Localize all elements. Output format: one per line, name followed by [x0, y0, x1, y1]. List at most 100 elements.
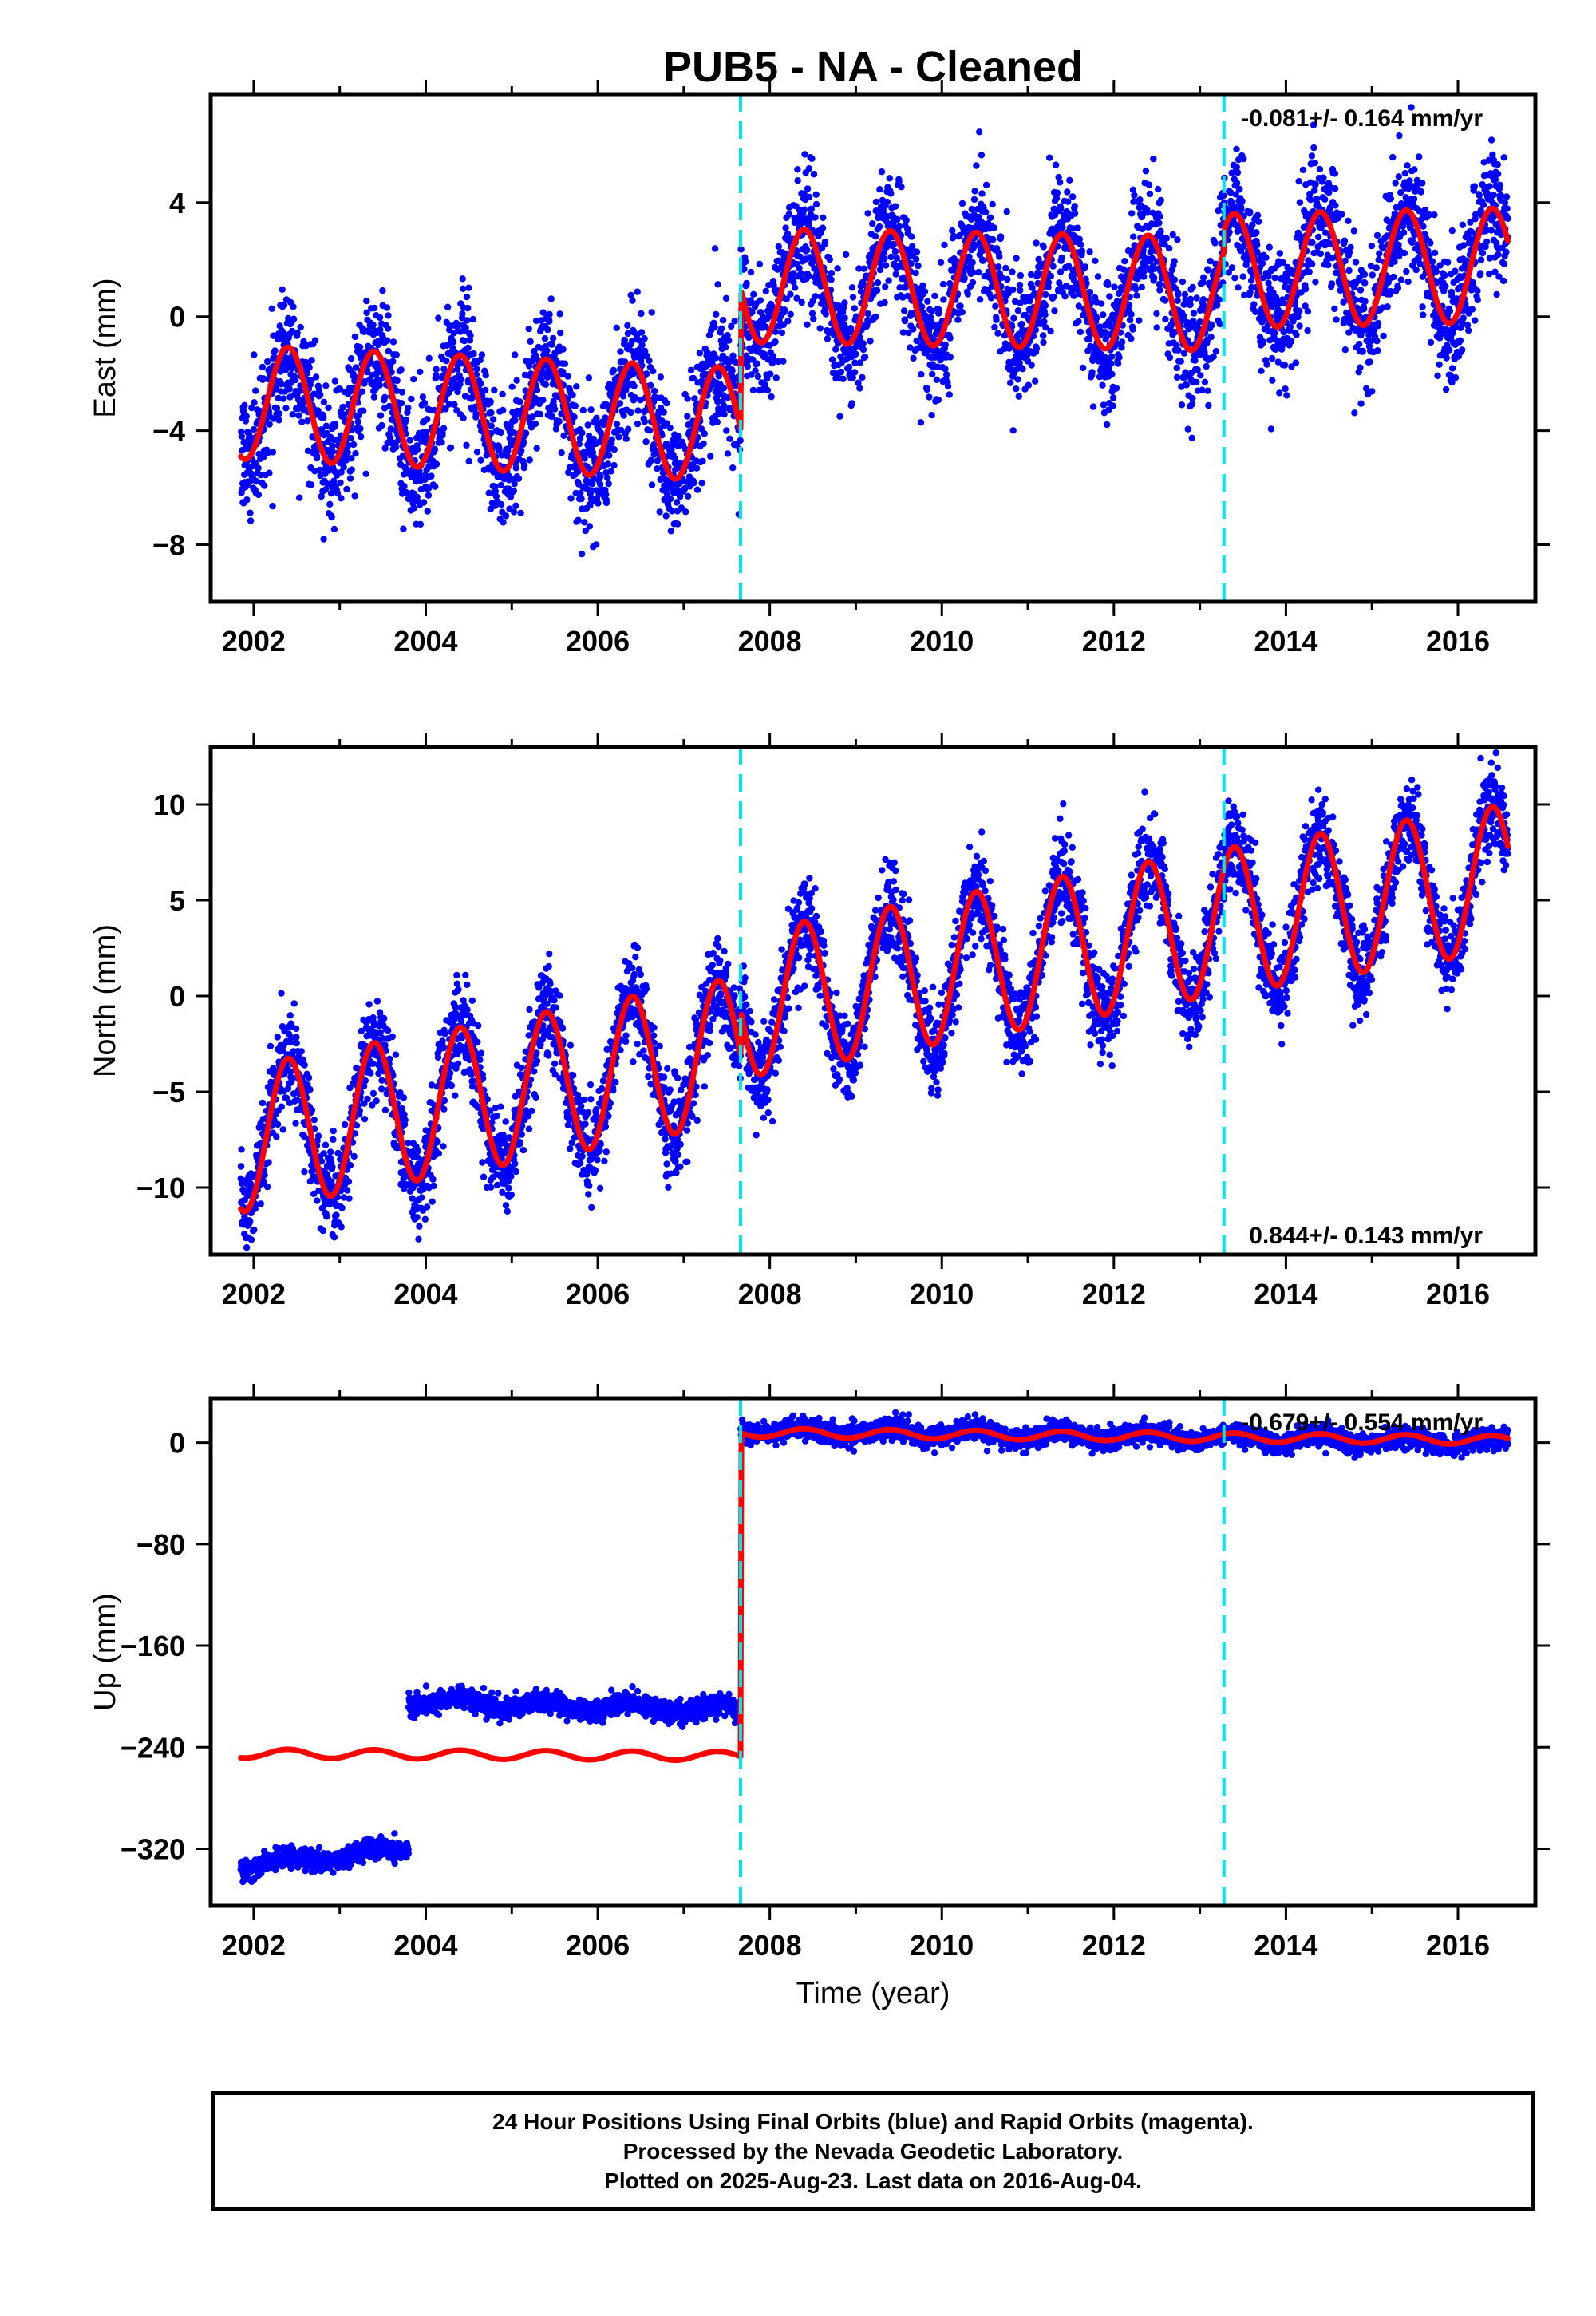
- data-point: [775, 358, 782, 366]
- data-point: [1286, 323, 1294, 330]
- data-point: [859, 373, 866, 381]
- data-point: [384, 337, 391, 344]
- data-point: [944, 382, 952, 390]
- data-point: [990, 224, 998, 231]
- data-point: [657, 373, 665, 381]
- data-point: [931, 292, 938, 300]
- data-point: [1189, 283, 1196, 291]
- data-point: [1040, 338, 1047, 346]
- data-point: [1156, 280, 1163, 288]
- data-point: [477, 380, 484, 388]
- data-point: [1064, 188, 1071, 196]
- data-point: [352, 450, 359, 457]
- data-point: [691, 395, 698, 402]
- data-point: [1204, 387, 1211, 394]
- data-point: [334, 489, 342, 497]
- data-point: [511, 480, 518, 488]
- data-point: [982, 181, 990, 188]
- data-point: [820, 214, 827, 221]
- data-point: [1203, 362, 1210, 370]
- data-point: [241, 401, 248, 409]
- data-point: [577, 489, 584, 496]
- data-point: [308, 377, 315, 384]
- data-point: [764, 386, 772, 394]
- data-point: [1077, 328, 1084, 336]
- data-point: [1452, 267, 1459, 275]
- data-point: [1211, 239, 1219, 247]
- data-point: [1295, 177, 1302, 185]
- data-point: [1215, 296, 1223, 303]
- data-point: [913, 248, 921, 255]
- data-point: [1017, 271, 1025, 279]
- data-point: [1419, 303, 1426, 310]
- data-point: [1504, 215, 1511, 222]
- data-point: [389, 338, 397, 346]
- data-point: [408, 395, 415, 403]
- data-point: [279, 286, 286, 293]
- data-point: [440, 425, 448, 432]
- data-point: [431, 445, 439, 453]
- data-point: [668, 508, 676, 515]
- data-point: [1468, 306, 1476, 313]
- data-point: [1173, 364, 1181, 372]
- data-point: [464, 317, 471, 324]
- data-point: [551, 405, 559, 413]
- data-point: [647, 381, 654, 389]
- data-point: [784, 230, 792, 238]
- data-point: [754, 373, 761, 381]
- data-point: [1128, 310, 1135, 318]
- data-point: [1384, 303, 1391, 310]
- data-point: [883, 198, 891, 206]
- data-point: [737, 437, 744, 445]
- data-point: [621, 336, 628, 344]
- data-point: [1066, 176, 1073, 184]
- data-point: [1495, 251, 1502, 259]
- data-point: [478, 351, 486, 358]
- data-point: [910, 354, 917, 362]
- data-point: [641, 418, 649, 425]
- data-point: [1234, 168, 1242, 176]
- data-point: [329, 448, 336, 456]
- data-point: [559, 346, 567, 353]
- data-point: [1204, 267, 1212, 274]
- data-point: [303, 370, 311, 377]
- data-point: [1046, 154, 1053, 161]
- data-point: [973, 162, 980, 169]
- data-point: [610, 461, 618, 469]
- data-point: [500, 406, 507, 414]
- data-point: [749, 308, 756, 316]
- data-point: [660, 409, 667, 416]
- data-point: [400, 525, 407, 532]
- panel-frame: [208, 92, 1538, 604]
- data-point: [724, 450, 732, 457]
- data-point: [433, 460, 440, 468]
- data-point: [255, 464, 262, 472]
- data-point: [725, 337, 733, 344]
- data-point: [286, 385, 293, 393]
- data-point: [487, 397, 494, 405]
- data-point: [1078, 247, 1086, 255]
- data-point: [261, 482, 268, 489]
- data-point: [1197, 372, 1204, 379]
- data-point: [406, 437, 413, 444]
- data-point: [671, 455, 678, 462]
- data-point: [558, 449, 565, 456]
- data-point: [1094, 273, 1102, 280]
- data-point: [1357, 400, 1365, 407]
- data-point: [806, 215, 813, 223]
- data-point: [1126, 316, 1134, 324]
- data-point: [810, 171, 818, 178]
- data-point: [467, 332, 474, 339]
- data-point: [828, 270, 836, 277]
- data-point: [1428, 258, 1436, 265]
- data-point: [638, 310, 645, 318]
- data-point: [1271, 330, 1278, 337]
- data-point: [784, 318, 792, 325]
- data-point: [1212, 347, 1220, 355]
- data-point: [504, 447, 512, 455]
- data-point: [1472, 317, 1479, 324]
- data-point: [851, 359, 859, 366]
- data-point: [1228, 264, 1236, 271]
- data-point: [662, 512, 670, 520]
- data-point: [856, 334, 863, 341]
